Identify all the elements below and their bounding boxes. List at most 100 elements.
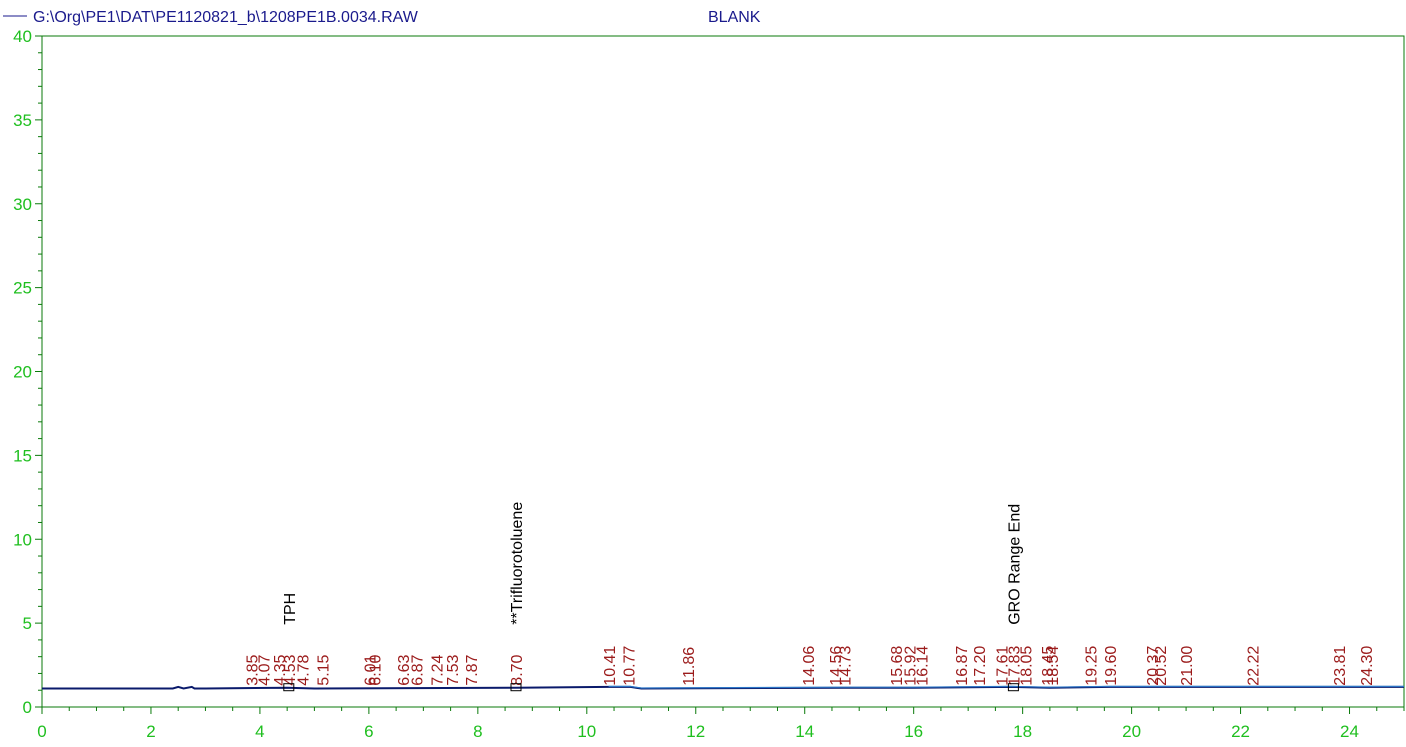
peak-label: 4.53 xyxy=(282,654,299,685)
peak-label: 15.68 xyxy=(889,646,906,686)
peak-marker: 18.45 xyxy=(1040,646,1057,686)
peak-marker: 20.37 xyxy=(1145,646,1162,686)
peak-marker: 15.68 xyxy=(889,646,906,686)
peak-label: 7.53 xyxy=(445,654,462,685)
x-tick-label: 24 xyxy=(1340,722,1359,741)
peak-label: 18.54 xyxy=(1045,646,1062,686)
peak-label: 17.83 xyxy=(1006,646,1023,686)
x-tick-label: 2 xyxy=(146,722,155,741)
y-tick-label: 35 xyxy=(13,111,32,130)
chart-header: G:\Org\PE1\DAT\PE1120821_b\1208PE1B.0034… xyxy=(3,9,761,26)
peak-label: 20.37 xyxy=(1145,646,1162,686)
compound-label: TPH xyxy=(282,593,299,625)
x-tick-label: 12 xyxy=(686,722,705,741)
peak-label: 5.15 xyxy=(316,654,333,685)
peak-label: 22.22 xyxy=(1246,646,1263,686)
peak-marker: 14.73 xyxy=(838,646,855,686)
peak-label: 23.81 xyxy=(1332,646,1349,686)
peak-label: 15.92 xyxy=(902,646,919,686)
peak-marker: 15.92 xyxy=(902,646,919,686)
peak-label: 20.52 xyxy=(1153,646,1170,686)
peak-marker: 19.60 xyxy=(1103,646,1120,686)
peak-marker: 6.63 xyxy=(396,654,413,685)
peak-label: 16.14 xyxy=(914,646,931,686)
y-tick-label: 15 xyxy=(13,446,32,465)
sample-name-label: BLANK xyxy=(708,9,761,26)
y-tick-label: 25 xyxy=(13,279,32,298)
compound-annotation: GRO Range End xyxy=(1006,504,1023,625)
peak-label: 7.24 xyxy=(429,654,446,685)
compound-label: **Trifluorotoluene xyxy=(509,502,526,625)
peak-label: 6.10 xyxy=(367,654,384,685)
peak-marker: 17.83 xyxy=(1006,646,1023,686)
compound-annotation: TPH xyxy=(282,593,299,625)
peak-label: 21.00 xyxy=(1179,646,1196,686)
peak-marker: 7.87 xyxy=(464,654,481,685)
peak-label: 11.86 xyxy=(681,647,698,686)
x-tick-label: 4 xyxy=(255,722,264,741)
peak-marker: 21.00 xyxy=(1179,646,1196,686)
peak-marker: 20.52 xyxy=(1153,646,1170,686)
y-tick-label: 20 xyxy=(13,363,32,382)
peak-label: 19.60 xyxy=(1103,646,1120,686)
peak-marker: 17.61 xyxy=(994,646,1011,686)
x-tick-label: 0 xyxy=(37,722,46,741)
peak-label: 10.41 xyxy=(602,646,619,686)
y-tick-label: 40 xyxy=(13,27,32,46)
peak-marker: 3.85 xyxy=(245,654,262,685)
peak-marker: 4.53 xyxy=(282,654,299,685)
peak-label: 4.78 xyxy=(295,654,312,685)
peak-marker: 6.87 xyxy=(409,654,426,685)
compound-annotation: **Trifluorotoluene xyxy=(509,502,526,625)
x-tick-label: 10 xyxy=(577,722,596,741)
peak-label: 18.45 xyxy=(1040,646,1057,686)
x-tick-label: 8 xyxy=(473,722,482,741)
peak-label: 14.56 xyxy=(828,646,845,686)
peak-marker: 14.56 xyxy=(828,646,845,686)
peak-label: 14.73 xyxy=(838,646,855,686)
peak-marker: 4.07 xyxy=(257,654,274,685)
y-tick-label: 10 xyxy=(13,530,32,549)
peak-marker: 16.87 xyxy=(954,646,971,686)
peak-marker: 19.25 xyxy=(1084,646,1101,686)
peak-marker: 8.70 xyxy=(509,654,526,685)
x-tick-label: 18 xyxy=(1013,722,1032,741)
peak-label: 17.20 xyxy=(972,646,989,686)
peak-label: 17.61 xyxy=(994,646,1011,686)
file-path-label: G:\Org\PE1\DAT\PE1120821_b\1208PE1B.0034… xyxy=(33,9,419,26)
peak-label: 19.25 xyxy=(1084,646,1101,686)
peak-integration-box xyxy=(1007,683,1019,692)
peak-marker: 24.30 xyxy=(1359,646,1376,686)
peak-label: 10.77 xyxy=(622,646,639,686)
peak-markers: 3.854.074.354.534.78 5.15 6.016.10 6.636.87… xyxy=(245,646,1376,686)
peak-marker: 4.78 xyxy=(295,654,312,685)
peak-label: 8.70 xyxy=(509,654,526,685)
peak-marker: 17.20 xyxy=(972,646,989,686)
peak-label: 6.63 xyxy=(396,654,413,685)
peak-marker: 6.01 xyxy=(362,654,379,685)
peak-marker: 18.54 xyxy=(1045,646,1062,686)
peak-marker: 18.05 xyxy=(1018,646,1035,686)
x-tick-label: 14 xyxy=(795,722,814,741)
peak-label: 6.87 xyxy=(409,654,426,685)
peak-marker: 7.53 xyxy=(445,654,462,685)
peak-integration-box xyxy=(283,683,295,692)
peak-marker: 23.81 xyxy=(1332,646,1349,686)
series-trace-overlay xyxy=(608,685,1404,689)
peak-marker: 7.24 xyxy=(429,654,446,685)
x-tick-label: 6 xyxy=(364,722,373,741)
peak-label: 18.05 xyxy=(1018,646,1035,686)
compound-label: GRO Range End xyxy=(1006,504,1023,625)
peak-marker: 11.86 xyxy=(681,647,698,686)
y-tick-label: 5 xyxy=(23,614,32,633)
peak-marker: 6.10 xyxy=(367,654,384,685)
peak-marker: 16.14 xyxy=(914,646,931,686)
peak-marker: 10.77 xyxy=(622,646,639,686)
peak-label: 6.01 xyxy=(362,654,379,685)
trace xyxy=(42,685,1404,690)
peak-label: 4.35 xyxy=(272,654,289,685)
peak-marker: 14.06 xyxy=(801,646,818,686)
peak-marker: 5.15 xyxy=(316,654,333,685)
